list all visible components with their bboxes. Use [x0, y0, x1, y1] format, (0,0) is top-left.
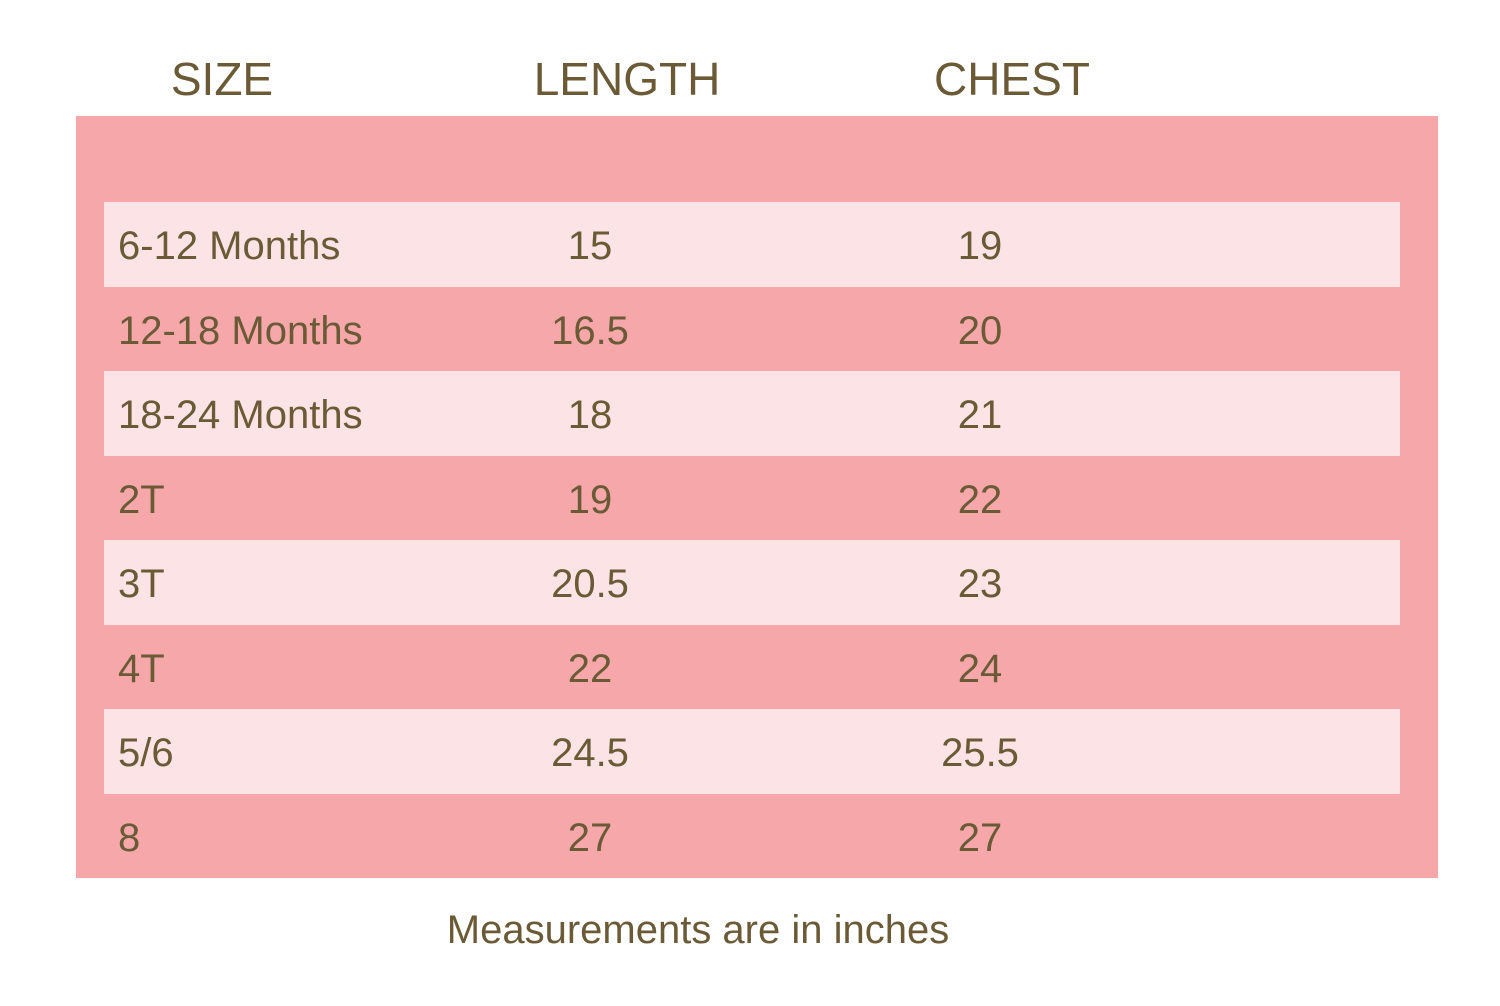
measurement-cell: 15 [567, 224, 613, 268]
row-stripe [104, 540, 1400, 625]
measurement-cell: 20 [957, 308, 1003, 353]
row-stripe [104, 371, 1400, 456]
size-cell: 5/6 [118, 731, 174, 775]
measurement-cell: 27 [957, 815, 1003, 860]
size-cell: 4T [118, 646, 165, 691]
measurement-cell: 21 [957, 393, 1003, 437]
row-stripe [104, 202, 1400, 287]
measurement-cell: 16.5 [551, 308, 629, 353]
column-header: CHEST [934, 53, 1090, 105]
measurement-cell: 27 [567, 815, 613, 860]
size-cell: 8 [118, 815, 141, 860]
size-cell: 12-18 Months [118, 308, 363, 353]
measurement-cell: 24.5 [551, 731, 629, 775]
column-header: LENGTH [533, 53, 721, 105]
measurement-cell: 19 [957, 224, 1003, 268]
size-cell: 18-24 Months [118, 393, 363, 437]
size-cell: 6-12 Months [118, 224, 341, 268]
measurement-cell: 25.5 [941, 731, 1019, 775]
measurement-cell: 24 [957, 646, 1003, 691]
row-stripe [104, 709, 1400, 794]
measurement-cell: 20.5 [551, 562, 629, 606]
footnote: Measurements are in inches [446, 908, 950, 952]
size-cell: 3T [118, 562, 165, 606]
size-cell: 2T [118, 477, 165, 522]
measurement-cell: 22 [567, 646, 613, 691]
column-header: SIZE [170, 53, 274, 105]
measurement-cell: 18 [567, 393, 613, 437]
measurement-cell: 22 [957, 477, 1003, 522]
measurement-cell: 19 [567, 477, 613, 522]
measurement-cell: 23 [957, 562, 1003, 606]
